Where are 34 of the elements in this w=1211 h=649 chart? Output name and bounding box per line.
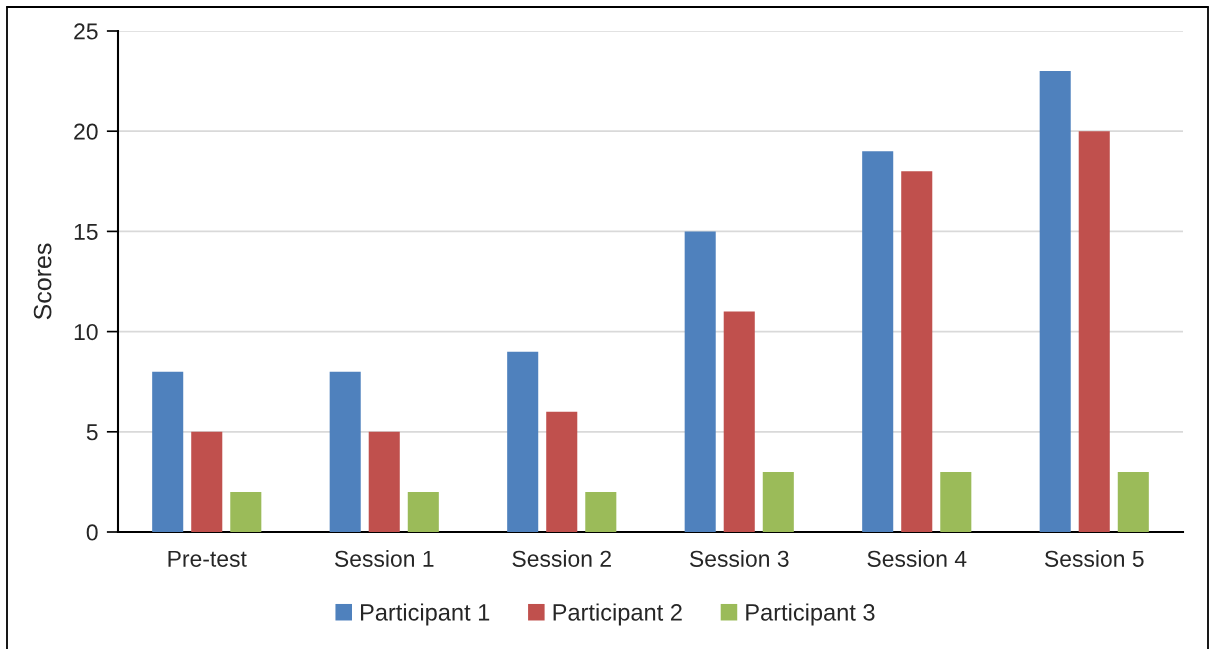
legend-label: Participant 2 [553, 603, 682, 626]
legend-label: Participant 3 [746, 603, 875, 626]
x-tick-label: Session 2 [512, 550, 611, 567]
y-tick-label: 10 [74, 323, 98, 341]
bar [862, 151, 894, 532]
y-tick-label: 0 [86, 524, 98, 541]
bar [152, 371, 184, 532]
bar [546, 411, 578, 532]
bar [723, 311, 755, 532]
bar [407, 491, 439, 532]
bar [762, 471, 794, 532]
x-tick-label: Pre-test [168, 550, 247, 567]
bar [507, 351, 539, 532]
bar [368, 431, 400, 532]
bar [585, 491, 617, 532]
bar [191, 431, 223, 532]
bar [1117, 471, 1149, 532]
y-axis-title: Scores [33, 243, 52, 320]
x-tick-label: Session 4 [867, 550, 967, 567]
y-tick-label: 15 [74, 223, 98, 240]
legend-label: Participant 1 [361, 603, 490, 626]
x-tick-label: Session 3 [689, 550, 789, 567]
bar [1039, 71, 1071, 532]
y-tick-label: 5 [86, 424, 98, 441]
y-tick-label: 20 [74, 123, 98, 140]
x-tick-label: Session 1 [334, 550, 434, 567]
bar [940, 471, 972, 532]
bar [684, 231, 716, 532]
bar [230, 491, 262, 532]
bar [901, 171, 933, 532]
x-tick-label: Session 5 [1044, 550, 1144, 567]
bar [329, 371, 361, 532]
bar [1078, 131, 1110, 532]
y-tick-label: 25 [74, 23, 98, 40]
